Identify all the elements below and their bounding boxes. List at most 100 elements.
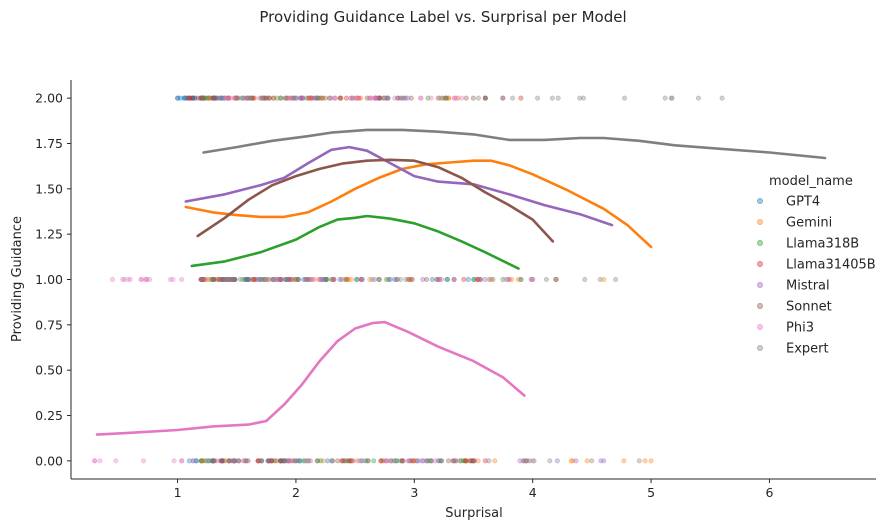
scatter-point: [231, 458, 237, 464]
scatter-point: [223, 458, 229, 464]
scatter-point: [424, 276, 430, 282]
plot-area: [92, 95, 827, 464]
scatter-point: [397, 276, 403, 282]
scatter-point: [250, 276, 256, 282]
y-axis-title: Providing Guidance: [10, 216, 25, 342]
x-tick-label: 4: [529, 485, 537, 500]
scatter-point: [291, 95, 297, 101]
scatter-point: [216, 276, 222, 282]
scatter-point: [331, 276, 337, 282]
scatter-point: [452, 95, 458, 101]
scatter-point: [531, 458, 537, 464]
scatter-point: [468, 458, 474, 464]
scatter-point: [303, 276, 309, 282]
scatter-point: [347, 458, 353, 464]
scatter-point: [113, 458, 119, 464]
scatter-point: [200, 95, 206, 101]
scatter-point: [314, 458, 320, 464]
scatter-point: [227, 276, 233, 282]
scatter-point: [313, 95, 319, 101]
scatter-point: [223, 276, 229, 282]
scatter-point: [212, 458, 218, 464]
scatter-point: [239, 95, 245, 101]
scatter-point: [201, 276, 207, 282]
trend-line-Sonnet: [196, 158, 555, 243]
scatter-point: [211, 276, 217, 282]
scatter-point: [373, 95, 379, 101]
scatter-point: [285, 458, 291, 464]
scatter-point: [192, 95, 198, 101]
scatter-point: [279, 458, 285, 464]
scatter-point: [405, 458, 411, 464]
scatter-point: [220, 276, 226, 282]
scatter-point: [289, 276, 295, 282]
legend-label: Expert: [786, 342, 829, 357]
scatter-point: [318, 95, 324, 101]
scatter-point: [219, 458, 225, 464]
scatter-point: [492, 458, 498, 464]
scatter-point: [451, 276, 457, 282]
scatter-point: [373, 95, 379, 101]
scatter-point: [179, 276, 185, 282]
scatter-group-Gemini: [198, 95, 654, 464]
scatter-point: [470, 458, 476, 464]
scatter-point: [235, 95, 241, 101]
scatter-point: [472, 458, 478, 464]
scatter-point: [235, 95, 241, 101]
scatter-point: [438, 458, 444, 464]
scatter-point: [244, 95, 250, 101]
scatter-point: [320, 95, 326, 101]
scatter-point: [341, 458, 347, 464]
scatter-point: [350, 95, 356, 101]
legend-marker: [757, 345, 763, 351]
scatter-point: [259, 458, 265, 464]
y-tick-label: 1.00: [35, 272, 63, 287]
scatter-point: [242, 276, 248, 282]
scatter-point: [411, 458, 417, 464]
scatter-point: [212, 95, 218, 101]
scatter-point: [337, 95, 343, 101]
scatter-point: [266, 95, 272, 101]
scatter-point: [409, 276, 415, 282]
scatter-point: [295, 458, 301, 464]
scatter-point: [309, 276, 315, 282]
y-tick-label: 0.25: [35, 408, 63, 423]
scatter-point: [621, 458, 627, 464]
scatter-point: [236, 458, 242, 464]
scatter-point: [222, 276, 228, 282]
scatter-point: [255, 458, 261, 464]
scatter-point: [241, 95, 247, 101]
scatter-point: [318, 276, 324, 282]
scatter-point: [237, 276, 243, 282]
scatter-point: [589, 458, 595, 464]
scatter-point: [189, 95, 195, 101]
scatter-point: [523, 458, 529, 464]
scatter-point: [299, 95, 305, 101]
scatter-point: [198, 276, 204, 282]
scatter-point: [462, 458, 468, 464]
scatter-point: [227, 95, 233, 101]
scatter-point: [223, 276, 229, 282]
scatter-point: [622, 95, 628, 101]
scatter-point: [182, 95, 188, 101]
scatter-point: [543, 276, 549, 282]
scatter-point: [286, 458, 292, 464]
scatter-point: [232, 276, 238, 282]
scatter-point: [372, 95, 378, 101]
scatter-point: [219, 458, 225, 464]
scatter-point: [358, 276, 364, 282]
legend-marker: [757, 324, 763, 330]
scatter-point: [478, 276, 484, 282]
scatter-point: [343, 95, 349, 101]
scatter-point: [256, 276, 262, 282]
scatter-point: [601, 458, 607, 464]
y-tick-label: 1.25: [35, 227, 63, 242]
scatter-point: [281, 458, 287, 464]
scatter-point: [277, 458, 283, 464]
scatter-point: [210, 95, 216, 101]
scatter-point: [210, 276, 216, 282]
scatter-point: [304, 95, 310, 101]
scatter-point: [662, 95, 668, 101]
scatter-point: [175, 95, 181, 101]
scatter-point: [254, 276, 260, 282]
